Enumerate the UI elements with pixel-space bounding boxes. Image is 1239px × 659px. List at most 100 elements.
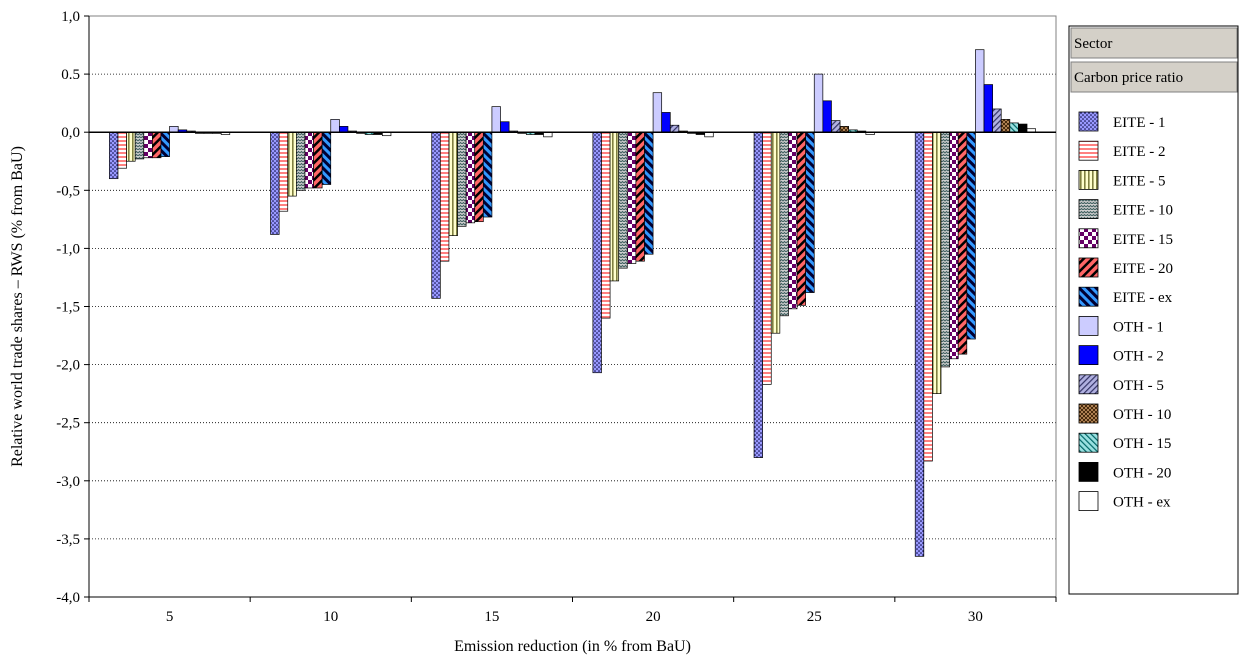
bar-eite-15-30 bbox=[949, 131, 959, 360]
bar-eite-20-25 bbox=[796, 131, 806, 306]
legend-swatch bbox=[1078, 315, 1099, 336]
bar-eite-5-15 bbox=[448, 131, 458, 236]
bar-eite-20-5 bbox=[152, 131, 162, 159]
bar-oth-20-30 bbox=[1018, 123, 1028, 133]
legend: Sector Carbon price ratio EITE - 1 EITE - 2… bbox=[1068, 25, 1239, 595]
bar-eite-ex-15 bbox=[482, 131, 493, 218]
legend-header-box bbox=[1070, 61, 1238, 93]
bar-eite-2-10 bbox=[278, 131, 289, 212]
bar-oth-2-10 bbox=[339, 126, 349, 133]
bar-eite-15-20 bbox=[626, 131, 637, 264]
bar-oth-5-20 bbox=[669, 124, 680, 133]
legend-swatch bbox=[1078, 140, 1099, 161]
x-tick-label: 10 bbox=[323, 609, 338, 625]
bars bbox=[109, 49, 1036, 557]
bar-eite-15-25 bbox=[788, 131, 798, 310]
bar-eite-2-30 bbox=[923, 131, 933, 462]
legend-label: OTH - 15 bbox=[1113, 436, 1171, 452]
x-tick-label: 5 bbox=[166, 609, 174, 625]
legend-label: EITE - ex bbox=[1113, 290, 1173, 306]
bar-eite-15-10 bbox=[304, 131, 314, 189]
bar-eite-2-25 bbox=[762, 131, 772, 385]
x-tick-label: 15 bbox=[484, 609, 499, 625]
bar-eite-20-30 bbox=[957, 131, 968, 355]
bar-eite-2-5 bbox=[117, 131, 127, 169]
bar-eite-ex-30 bbox=[966, 131, 976, 340]
bar-oth-1-20 bbox=[652, 92, 663, 133]
legend-label: OTH - 5 bbox=[1113, 378, 1164, 394]
y-tick-label: 0,0 bbox=[61, 125, 80, 141]
y-tick-label: -1,5 bbox=[56, 300, 80, 316]
legend-swatch bbox=[1078, 111, 1099, 132]
legend-swatch bbox=[1078, 432, 1099, 453]
legend-swatch bbox=[1078, 228, 1099, 249]
bar-eite-2-15 bbox=[439, 131, 450, 262]
bar-oth-1-10 bbox=[330, 119, 340, 133]
bar-oth-1-25 bbox=[813, 73, 824, 133]
bar-eite-ex-5 bbox=[160, 131, 170, 157]
bar-eite-1-25 bbox=[753, 131, 763, 458]
legend-label: OTH - ex bbox=[1113, 495, 1171, 511]
bar-eite-ex-20 bbox=[644, 131, 654, 255]
legend-swatch bbox=[1078, 199, 1099, 220]
x-tick-label: 30 bbox=[968, 609, 983, 625]
legend-header-label: Sector bbox=[1074, 36, 1112, 52]
bar-oth-15-30 bbox=[1009, 122, 1019, 133]
legend-swatch bbox=[1078, 403, 1099, 424]
bar-eite-5-5 bbox=[126, 131, 136, 162]
legend-swatch bbox=[1078, 257, 1099, 278]
bar-eite-1-10 bbox=[270, 131, 280, 235]
bar-eite-1-20 bbox=[592, 131, 602, 374]
bar-oth-5-25 bbox=[831, 120, 841, 133]
x-tick-label: 25 bbox=[807, 609, 822, 625]
bar-eite-20-20 bbox=[635, 131, 645, 262]
legend-swatch bbox=[1078, 461, 1099, 482]
bar-eite-10-10 bbox=[296, 131, 306, 191]
bar-oth-2-25 bbox=[822, 100, 832, 133]
y-tick-label: -3,0 bbox=[56, 474, 80, 490]
bar-oth-2-15 bbox=[500, 121, 510, 133]
legend-swatch bbox=[1078, 345, 1099, 366]
y-tick-label: -2,5 bbox=[56, 416, 80, 432]
axes: 1,0 0.5 0,0 -0,5 -1,0 -1,5 -2,0 -2,5 -3,0 -3,5 -4,… bbox=[56, 9, 1057, 625]
y-tick-label: 1,0 bbox=[61, 9, 80, 25]
bar-oth-1-30 bbox=[975, 49, 985, 133]
bar-eite-20-15 bbox=[474, 131, 484, 223]
x-axis-label: Emission reduction (in % from BaU) bbox=[454, 638, 691, 655]
y-tick-label: -1,0 bbox=[56, 241, 80, 257]
legend-label: EITE - 1 bbox=[1113, 115, 1165, 131]
y-tick-label: -0,5 bbox=[56, 183, 80, 199]
bar-oth-10-25 bbox=[839, 126, 849, 133]
bar-eite-15-5 bbox=[143, 131, 153, 159]
legend-label: EITE - 20 bbox=[1113, 261, 1173, 277]
bar-eite-2-20 bbox=[601, 131, 611, 319]
legend-label: OTH - 2 bbox=[1113, 349, 1164, 365]
bar-eite-5-25 bbox=[770, 131, 781, 334]
bar-eite-5-10 bbox=[287, 131, 297, 197]
bar-eite-10-30 bbox=[940, 131, 950, 368]
bar-eite-10-20 bbox=[618, 131, 628, 269]
bar-oth-1-15 bbox=[491, 106, 501, 133]
bar-eite-10-5 bbox=[134, 131, 145, 160]
y-tick-label: 0.5 bbox=[61, 67, 80, 83]
legend-swatch bbox=[1078, 491, 1099, 512]
legend-header-label: Carbon price ratio bbox=[1074, 70, 1183, 86]
bar-oth-10-30 bbox=[1000, 119, 1011, 133]
bar-eite-ex-10 bbox=[321, 131, 332, 185]
bar-eite-5-30 bbox=[932, 131, 942, 395]
bar-oth-5-30 bbox=[992, 108, 1002, 133]
bar-oth-2-20 bbox=[661, 112, 671, 133]
bar-eite-1-5 bbox=[109, 131, 119, 180]
bar-oth-2-30 bbox=[983, 84, 993, 133]
bar-eite-15-15 bbox=[465, 131, 476, 224]
y-tick-label: -2,0 bbox=[56, 358, 80, 374]
bar-eite-10-15 bbox=[457, 131, 467, 227]
legend-swatch bbox=[1078, 286, 1099, 307]
y-tick-label: -3,5 bbox=[56, 532, 80, 548]
y-axis-label: Relative world trade shares – RWS (% fro… bbox=[9, 146, 26, 467]
bar-oth-1-5 bbox=[169, 126, 179, 133]
bar-eite-1-30 bbox=[914, 131, 925, 557]
legend-label: OTH - 1 bbox=[1113, 319, 1164, 335]
legend-swatch bbox=[1078, 374, 1099, 395]
